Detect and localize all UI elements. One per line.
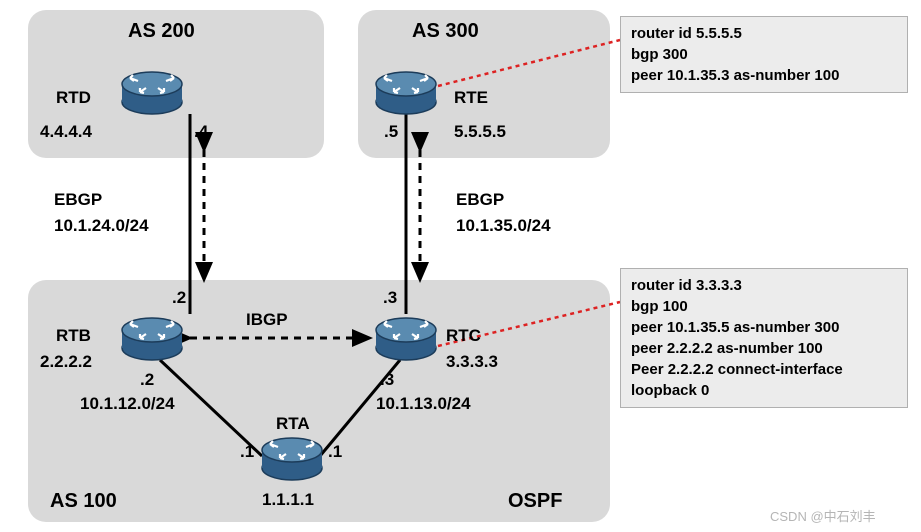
config-rte: router id 5.5.5.5 bgp 300 peer 10.1.35.3…	[620, 16, 908, 93]
router-rte-icon	[374, 66, 438, 118]
rta-name: RTA	[276, 414, 310, 434]
rtc-ifbot: .3	[380, 370, 394, 390]
rtb-ifbot: .2	[140, 370, 154, 390]
router-rtc-icon	[374, 312, 438, 364]
rtc-name: RTC	[446, 326, 481, 346]
as300-title: AS 300	[412, 20, 479, 43]
config-rtc-l2: bgp 100	[631, 296, 897, 317]
ebgp24-label: EBGP	[54, 190, 102, 210]
rte-name: RTE	[454, 88, 488, 108]
as100-title: AS 100	[50, 490, 117, 513]
config-rtc-l5: Peer 2.2.2.2 connect-interface	[631, 359, 897, 380]
config-rte-l3: peer 10.1.35.3 as-number 100	[631, 65, 897, 86]
rte-id: 5.5.5.5	[454, 122, 506, 142]
rtb-id: 2.2.2.2	[40, 352, 92, 372]
rtb-iftop: .2	[172, 288, 186, 308]
router-rta-icon	[260, 432, 324, 484]
net13-label: 10.1.13.0/24	[376, 394, 471, 414]
config-rtc-l6: loopback 0	[631, 380, 897, 401]
ospf-label: OSPF	[508, 490, 562, 513]
config-rte-l1: router id 5.5.5.5	[631, 23, 897, 44]
rtd-id: 4.4.4.4	[40, 122, 92, 142]
ebgp24-net: 10.1.24.0/24	[54, 216, 149, 236]
config-rtc-l3: peer 10.1.35.5 as-number 300	[631, 317, 897, 338]
rta-ifleft: .1	[240, 442, 254, 462]
rte-if: .5	[384, 122, 398, 142]
watermark: CSDN @中石刘丰	[770, 506, 876, 525]
ibgp-label: IBGP	[246, 310, 288, 330]
ebgp35-net: 10.1.35.0/24	[456, 216, 551, 236]
rtd-name: RTD	[56, 88, 91, 108]
config-rtc-l4: peer 2.2.2.2 as-number 100	[631, 338, 897, 359]
ebgp35-label: EBGP	[456, 190, 504, 210]
rta-ifright: .1	[328, 442, 342, 462]
net12-label: 10.1.12.0/24	[80, 394, 175, 414]
rtc-id: 3.3.3.3	[446, 352, 498, 372]
config-rtc: router id 3.3.3.3 bgp 100 peer 10.1.35.5…	[620, 268, 908, 408]
rtb-name: RTB	[56, 326, 91, 346]
as200-title: AS 200	[128, 20, 195, 43]
config-rte-l2: bgp 300	[631, 44, 897, 65]
config-rtc-l1: router id 3.3.3.3	[631, 275, 897, 296]
rtd-if: .4	[194, 122, 208, 142]
router-rtb-icon	[120, 312, 184, 364]
router-rtd-icon	[120, 66, 184, 118]
rtc-iftop: .3	[383, 288, 397, 308]
rta-id: 1.1.1.1	[262, 490, 314, 510]
